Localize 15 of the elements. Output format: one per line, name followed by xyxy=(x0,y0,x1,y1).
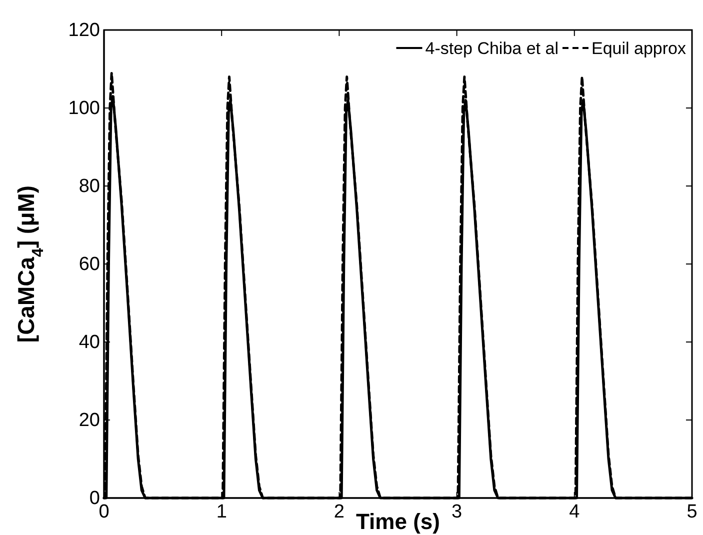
y-tick-label: 120 xyxy=(68,20,100,42)
y-tick-label: 100 xyxy=(68,98,100,120)
x-axis-title: Time (s) xyxy=(356,509,440,534)
legend-label: 4-step Chiba et al xyxy=(425,39,558,58)
x-tick-label: 3 xyxy=(452,501,462,522)
y-tick-label: 40 xyxy=(78,332,100,354)
y-tick-label: 60 xyxy=(78,254,100,276)
legend-label: Equil approx xyxy=(591,39,686,58)
x-tick-label: 4 xyxy=(569,501,580,522)
x-tick-label: 5 xyxy=(686,501,698,522)
y-tick-label: 0 xyxy=(89,488,100,510)
y-tick-label: 20 xyxy=(78,410,100,432)
x-tick-label: 1 xyxy=(216,501,227,522)
y-tick-label: 80 xyxy=(78,176,100,198)
x-tick-label: 2 xyxy=(334,501,344,522)
